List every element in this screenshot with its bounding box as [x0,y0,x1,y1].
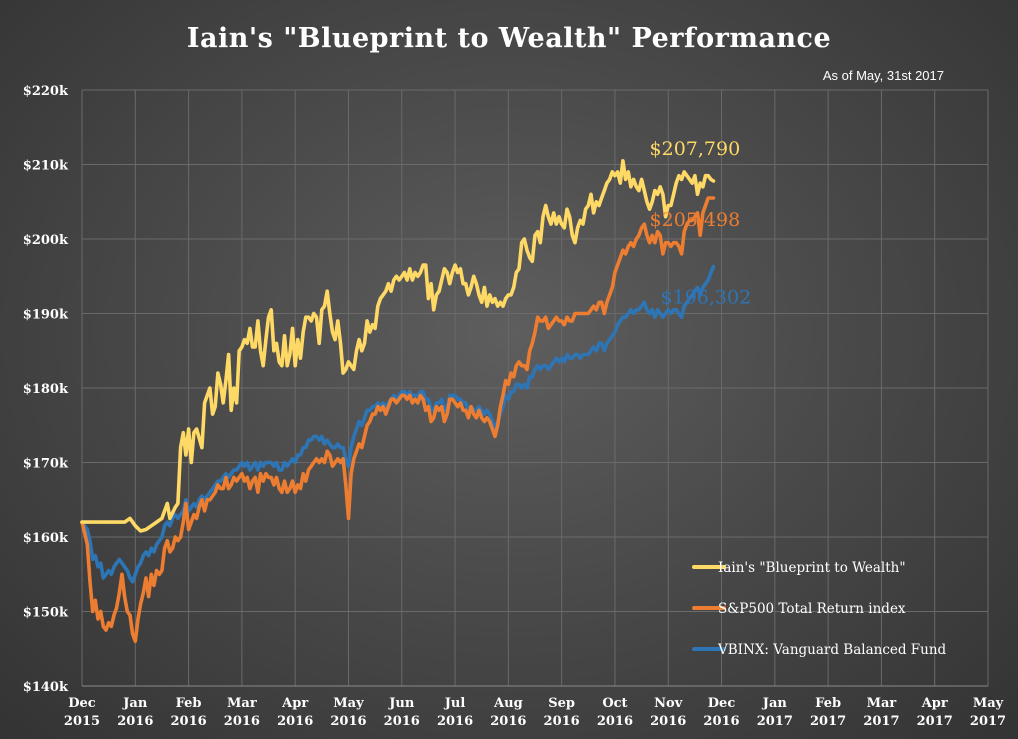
y-tick-label: $140k [23,680,69,695]
legend-entry-label: Iain's "Blueprint to Wealth" [718,560,906,576]
x-tick-month: Jan [762,696,788,711]
x-tick-year: 2016 [117,714,153,729]
legend-entry-label: S&P500 Total Return index [718,601,906,617]
x-tick-year: 2016 [490,714,526,729]
x-tick-year: 2016 [597,714,633,729]
x-tick-month: Dec [708,696,736,711]
x-tick-month: Oct [602,696,627,711]
chart-title: Iain's "Blueprint to Wealth" Performance [187,23,831,54]
x-tick-year: 2017 [757,714,793,729]
y-tick-label: $170k [23,457,69,472]
x-tick-month: Dec [68,696,96,711]
x-tick-month: May [333,696,364,711]
x-tick-year: 2016 [330,714,366,729]
gridlines [81,89,989,687]
x-tick-month: Aug [493,696,523,711]
x-tick-year: 2016 [544,714,580,729]
end-value-label: $196,302 [661,287,752,309]
series-line-0 [80,159,716,533]
y-tick-label: $150k [23,606,69,621]
y-tick-label: $220k [23,84,69,99]
y-tick-label: $200k [23,233,69,248]
y-axis: $140k $150k $160k $170k $180k $190k $200k $210k… [23,84,69,695]
x-tick-year: 2016 [170,714,206,729]
x-tick-year: 2016 [384,714,420,729]
series-layer [80,159,716,644]
x-tick-year: 2015 [64,714,100,729]
x-tick-month: Feb [815,696,841,711]
series-line-1 [80,196,716,644]
x-tick-month: Nov [654,696,683,711]
chart-subtitle: As of May, 31st 2017 [823,68,944,83]
x-tick-year: 2017 [970,714,1006,729]
y-tick-label: $160k [23,531,69,546]
x-tick-year: 2017 [863,714,899,729]
y-tick-label: $180k [23,382,69,397]
x-tick-month: Jan [122,696,148,711]
y-tick-label: $190k [23,308,69,323]
x-tick-year: 2016 [703,714,739,729]
y-tick-label: $210k [23,159,69,174]
x-tick-month: Mar [227,696,257,711]
x-tick-month: Apr [281,696,308,711]
x-tick-month: Jun [388,696,415,711]
end-labels: $207,790 $205,498 $196,302 [650,138,752,309]
x-tick-year: 2016 [650,714,686,729]
x-axis: Dec 2015 Jan 2016 Feb 2016 Mar 2016 Apr 2016 May 20… [64,696,1006,729]
end-value-label: $207,790 [650,138,741,160]
x-tick-year: 2016 [437,714,473,729]
x-tick-month: Apr [921,696,948,711]
x-tick-month: Sep [548,696,575,711]
legend: Iain's "Blueprint to Wealth" S&P500 Total… [692,560,947,658]
x-tick-year: 2017 [810,714,846,729]
x-tick-month: Mar [867,696,897,711]
x-tick-year: 2016 [277,714,313,729]
x-tick-month: May [973,696,1004,711]
end-value-label: $205,498 [650,209,741,231]
x-tick-year: 2017 [917,714,953,729]
x-tick-month: Jul [444,696,466,711]
x-tick-year: 2016 [224,714,260,729]
legend-entry-label: VBINX: Vanguard Balanced Fund [717,642,947,658]
x-tick-month: Feb [176,696,202,711]
